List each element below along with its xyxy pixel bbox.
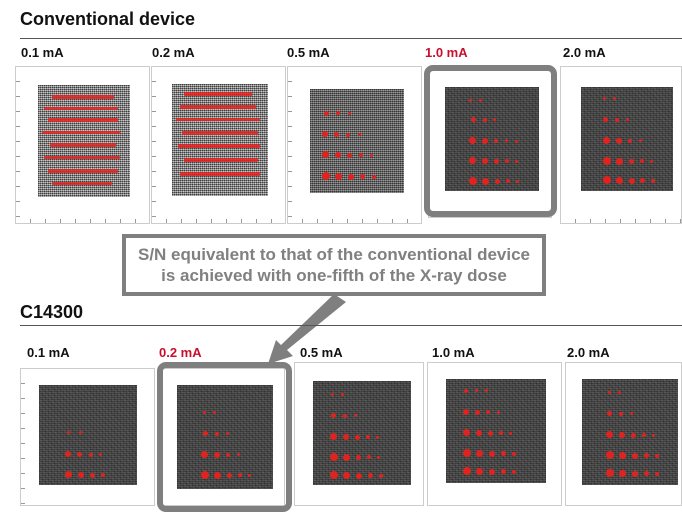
red-marker bbox=[366, 435, 370, 439]
red-marker bbox=[501, 469, 506, 474]
section-divider bbox=[20, 325, 682, 326]
red-marker bbox=[463, 429, 470, 436]
xray-panel-frame bbox=[20, 368, 155, 506]
red-marker bbox=[99, 453, 102, 456]
red-marker bbox=[485, 389, 488, 392]
red-marker bbox=[488, 431, 493, 436]
red-marker bbox=[331, 413, 336, 418]
red-marker bbox=[619, 412, 623, 416]
red-marker bbox=[619, 432, 625, 438]
red-marker bbox=[376, 436, 379, 439]
red-marker bbox=[356, 455, 361, 460]
red-marker bbox=[343, 472, 350, 479]
red-marker bbox=[619, 470, 626, 477]
red-marker bbox=[463, 467, 471, 475]
red-marker bbox=[379, 474, 383, 478]
dose-label-highlighted: 0.2 mA bbox=[159, 345, 202, 360]
red-marker bbox=[367, 455, 371, 459]
section-title-c14300: C14300 bbox=[20, 302, 83, 323]
red-marker bbox=[101, 473, 105, 477]
red-marker bbox=[331, 393, 334, 396]
callout-line-1: S/N equivalent to that of the convention… bbox=[138, 244, 530, 265]
red-marker bbox=[65, 451, 71, 457]
red-marker bbox=[632, 471, 638, 477]
red-marker bbox=[476, 450, 483, 457]
red-marker bbox=[608, 391, 611, 394]
red-marker bbox=[90, 473, 95, 478]
red-marker bbox=[330, 453, 338, 461]
red-marker bbox=[330, 471, 338, 479]
red-marker bbox=[341, 393, 344, 396]
red-marker bbox=[464, 389, 468, 393]
red-marker bbox=[642, 433, 646, 437]
red-marker bbox=[77, 452, 82, 457]
red-marker bbox=[652, 434, 655, 437]
red-marker bbox=[89, 453, 93, 457]
red-marker bbox=[501, 451, 506, 456]
red-marker bbox=[630, 412, 633, 415]
red-marker bbox=[355, 435, 360, 440]
red-marker bbox=[463, 449, 471, 457]
xray-image bbox=[582, 379, 678, 485]
xray-panel-frame bbox=[427, 362, 562, 506]
red-marker bbox=[377, 456, 380, 459]
red-marker bbox=[343, 454, 350, 461]
red-marker bbox=[606, 451, 614, 459]
red-marker bbox=[512, 470, 516, 474]
red-marker bbox=[78, 472, 84, 478]
dose-label: 0.5 mA bbox=[300, 345, 343, 360]
red-marker bbox=[497, 411, 500, 414]
red-marker bbox=[606, 469, 614, 477]
red-marker bbox=[476, 430, 482, 436]
xray-image bbox=[39, 385, 137, 485]
dose-label: 1.0 mA bbox=[432, 345, 475, 360]
red-marker bbox=[644, 471, 649, 476]
red-marker bbox=[475, 410, 480, 415]
red-marker bbox=[489, 469, 495, 475]
red-marker bbox=[476, 468, 483, 475]
xray-image bbox=[446, 379, 546, 483]
red-marker bbox=[475, 389, 478, 392]
red-marker bbox=[632, 453, 638, 459]
red-marker bbox=[655, 454, 659, 458]
red-marker bbox=[631, 433, 636, 438]
red-marker bbox=[65, 471, 72, 478]
red-marker bbox=[356, 473, 362, 479]
red-marker bbox=[67, 431, 70, 434]
red-marker bbox=[618, 391, 621, 394]
red-marker bbox=[607, 411, 612, 416]
highlight-frame-c14300 bbox=[157, 362, 292, 512]
xray-panel-frame bbox=[294, 362, 424, 506]
dose-label: 2.0 mA bbox=[567, 345, 610, 360]
red-marker bbox=[606, 431, 613, 438]
red-marker bbox=[354, 414, 357, 417]
red-marker bbox=[644, 453, 649, 458]
red-marker bbox=[489, 451, 495, 457]
red-marker bbox=[463, 409, 469, 415]
red-marker bbox=[368, 473, 373, 478]
red-marker bbox=[619, 452, 626, 459]
red-marker bbox=[509, 432, 512, 435]
xray-image bbox=[313, 381, 411, 485]
red-marker bbox=[330, 433, 337, 440]
dose-label: 0.1 mA bbox=[27, 345, 70, 360]
callout-box: S/N equivalent to that of the convention… bbox=[122, 234, 546, 296]
red-marker bbox=[655, 472, 659, 476]
red-marker bbox=[486, 410, 490, 414]
red-marker bbox=[343, 434, 349, 440]
red-marker bbox=[79, 431, 82, 434]
red-marker bbox=[499, 431, 503, 435]
red-marker bbox=[343, 414, 347, 418]
xray-panel-frame bbox=[565, 362, 682, 506]
callout-line-2: is achieved with one-fifth of the X-ray … bbox=[161, 265, 507, 286]
red-marker bbox=[512, 452, 516, 456]
